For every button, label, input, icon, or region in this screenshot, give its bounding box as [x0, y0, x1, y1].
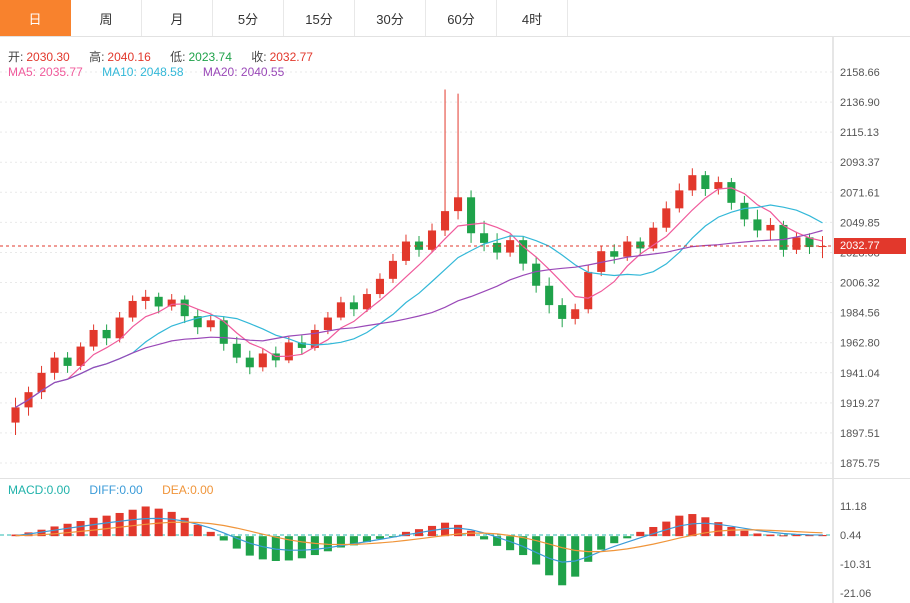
open-value: 2030.30 [26, 50, 70, 64]
svg-text:2158.66: 2158.66 [840, 67, 880, 79]
ma10-label: MA10: [102, 65, 137, 79]
macd-chart-canvas[interactable]: 11.18 0.44 -10.31 -21.06 [0, 479, 910, 603]
ma10-line [15, 204, 823, 408]
diff-line [15, 517, 823, 563]
ma10-value: 2048.58 [140, 65, 184, 79]
candlesticks [11, 89, 827, 436]
dea-line [15, 521, 823, 553]
svg-text:1897.51: 1897.51 [840, 428, 880, 440]
ohlc-info: 开: 2030.30 高: 2040.16 低: 2023.74 收: 2032.77 [8, 48, 329, 65]
tab-5min[interactable]: 5分 [213, 0, 284, 36]
main-chart-panel: 2158.66 2136.90 2115.13 2093.37 2071.61 2049.… [0, 37, 910, 478]
macd-histogram [11, 506, 827, 586]
svg-text:1984.56: 1984.56 [840, 308, 880, 320]
svg-text:-10.31: -10.31 [840, 559, 871, 571]
tab-monthly[interactable]: 月 [142, 0, 213, 36]
low-label: 低: [170, 50, 186, 64]
svg-text:-21.06: -21.06 [840, 588, 871, 600]
macd-axis-labels: 11.18 0.44 -10.31 -21.06 [840, 501, 871, 600]
ma20-value: 2040.55 [240, 65, 285, 79]
tab-4hour[interactable]: 4时 [497, 0, 568, 36]
tab-weekly[interactable]: 周 [71, 0, 142, 36]
svg-text:2115.13: 2115.13 [840, 127, 879, 139]
dea-value: 0.00 [190, 483, 214, 497]
macd-panel: 11.18 0.44 -10.31 -21.06 MACD:0.00 DIFF:0.0… [0, 478, 910, 603]
high-value: 2040.16 [107, 50, 151, 64]
open-label: 开: [8, 50, 24, 64]
ma5-label: MA5: [8, 65, 37, 79]
tab-30min[interactable]: 30分 [355, 0, 426, 36]
macd-info: MACD:0.00 DIFF:0.00 DEA:0.00 [8, 483, 229, 497]
main-axis-labels: 2158.66 2136.90 2115.13 2093.37 2071.61 2049.… [840, 67, 880, 470]
tab-15min[interactable]: 15分 [284, 0, 355, 36]
ma5-value: 2035.77 [39, 65, 83, 79]
last-price-badge: 2032.77 [834, 238, 906, 254]
high-label: 高: [89, 50, 105, 64]
svg-text:0.44: 0.44 [840, 530, 861, 542]
svg-text:1941.04: 1941.04 [840, 368, 880, 380]
svg-text:2093.37: 2093.37 [840, 157, 880, 169]
svg-text:2071.61: 2071.61 [840, 187, 880, 199]
main-chart-canvas[interactable]: 2158.66 2136.90 2115.13 2093.37 2071.61 2049.… [0, 37, 910, 478]
timeframe-tabbar: 日 周 月 5分 15分 30分 60分 4时 [0, 0, 910, 37]
low-value: 2023.74 [188, 50, 232, 64]
ma20-label: MA20: [202, 65, 238, 79]
svg-text:1962.80: 1962.80 [840, 338, 880, 350]
dea-label: DEA: [162, 483, 191, 497]
tabbar-spacer [568, 0, 910, 36]
tab-60min[interactable]: 60分 [426, 0, 497, 36]
close-label: 收: [251, 50, 267, 64]
diff-value: 0.00 [119, 483, 143, 497]
close-value: 2032.77 [269, 50, 313, 64]
ma20-line [15, 229, 823, 408]
svg-text:2006.32: 2006.32 [840, 278, 880, 290]
main-gridlines [0, 71, 833, 464]
ma-info: MA5: 2035.77 MA10: 2048.58 MA20: 2040.55 [8, 65, 300, 79]
tab-daily[interactable]: 日 [0, 0, 71, 36]
macd-label: MACD: [8, 483, 47, 497]
diff-label: DIFF: [89, 483, 120, 497]
svg-text:1875.75: 1875.75 [840, 458, 880, 470]
macd-value: 0.00 [46, 483, 71, 497]
ma5-line [15, 187, 823, 408]
svg-text:2136.90: 2136.90 [840, 97, 880, 109]
svg-text:11.18: 11.18 [840, 501, 867, 513]
svg-text:1919.27: 1919.27 [840, 398, 880, 410]
svg-text:2049.85: 2049.85 [840, 217, 880, 229]
